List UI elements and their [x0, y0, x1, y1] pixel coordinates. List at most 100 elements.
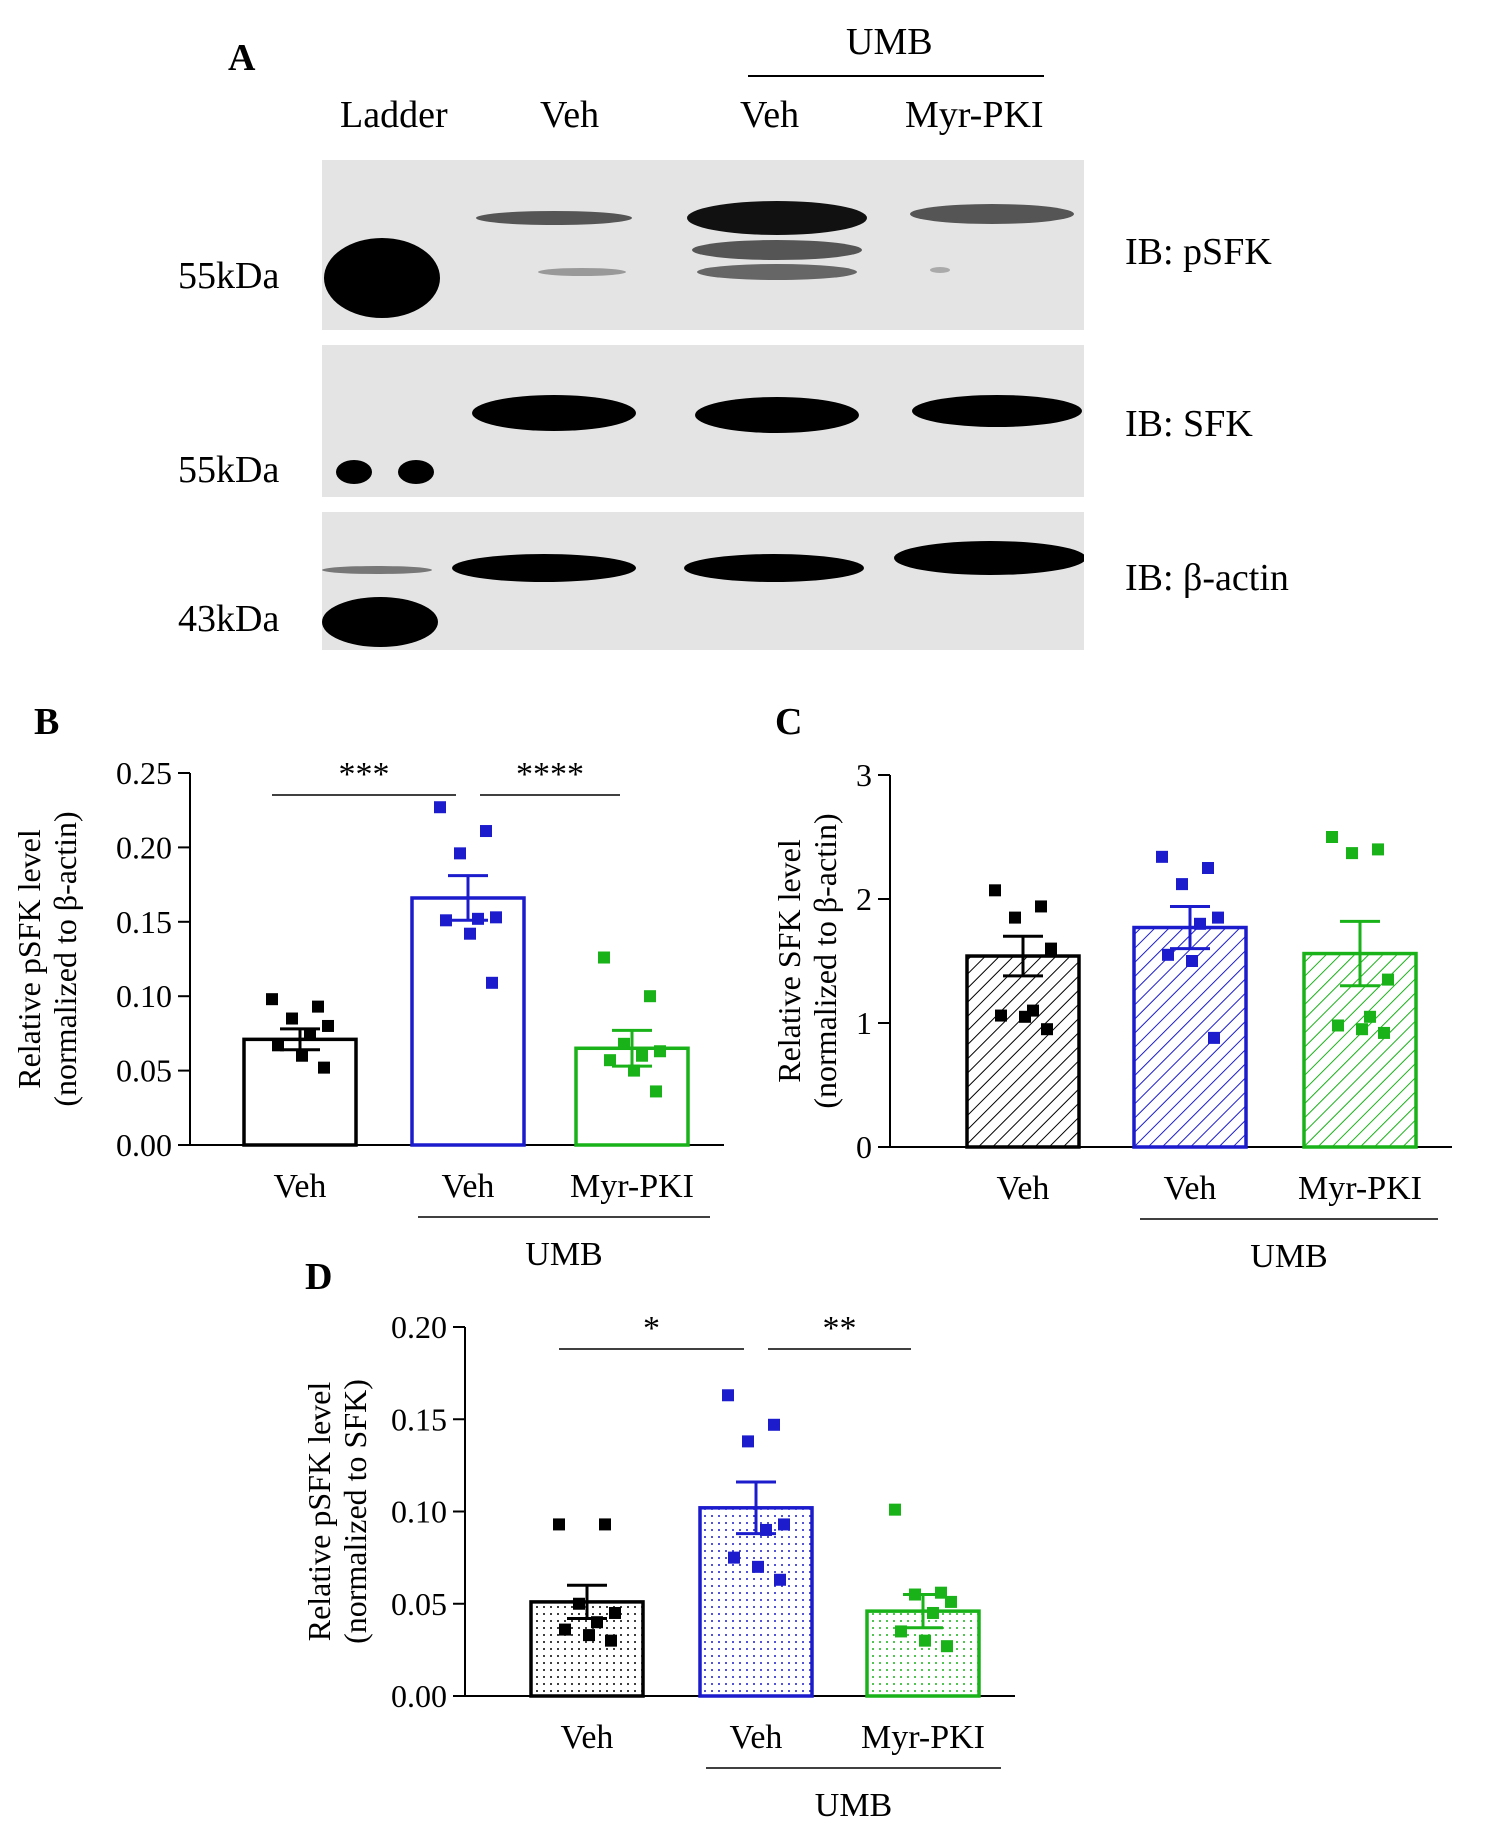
data-point-1: [728, 1551, 740, 1564]
wb-ladder-band: [322, 597, 438, 647]
wb-band: [894, 541, 1086, 575]
data-point-0: [599, 1518, 611, 1531]
wb-strip-sfk: [322, 345, 1084, 497]
panel-a-letter: A: [228, 37, 256, 79]
y-tick-label: 0: [856, 1129, 872, 1165]
data-point-2: [895, 1625, 907, 1638]
data-point-1: [1156, 850, 1168, 863]
data-point-1: [774, 1573, 786, 1586]
wb-band: [472, 395, 636, 431]
chart-c: 0 1 2 3 Relative SFK level (normalized to β-a…: [771, 757, 1452, 1275]
wb-band: [687, 201, 867, 235]
data-point-2: [644, 990, 656, 1003]
data-point-1: [454, 847, 466, 860]
data-point-2: [598, 951, 610, 964]
bar-0: [965, 954, 1081, 1149]
wb-band: [695, 397, 859, 433]
data-point-1: [768, 1418, 780, 1431]
data-point-2: [650, 1085, 662, 1098]
data-point-0: [989, 884, 1001, 897]
wb-band: [452, 554, 636, 582]
data-point-2: [927, 1606, 939, 1619]
x-tick-label-2: Myr-PKI: [861, 1719, 985, 1756]
wb-strip-actin: [322, 512, 1086, 650]
chart-b: 0.00 0.05 0.10 0.15 0.20 0.25 Relative pSFK le…: [11, 755, 724, 1273]
wb-band: [684, 554, 864, 582]
data-point-1: [1194, 917, 1206, 930]
data-point-2: [945, 1595, 957, 1608]
data-point-2: [654, 1045, 666, 1058]
data-point-0: [296, 1049, 308, 1062]
y-tick-label: 0.15: [116, 904, 172, 940]
data-point-2: [919, 1634, 931, 1647]
significance-label: **: [823, 1310, 857, 1347]
group-label: UMB: [815, 1787, 892, 1824]
data-point-1: [472, 912, 484, 925]
data-point-1: [760, 1523, 772, 1536]
data-point-0: [1009, 911, 1021, 924]
y-tick-label: 0.15: [391, 1401, 447, 1437]
data-point-1: [742, 1435, 754, 1448]
wb-strip-actin-bands: [322, 541, 1086, 647]
data-point-0: [272, 1039, 284, 1052]
wb-ladder-band: [336, 460, 372, 484]
data-point-0: [559, 1623, 571, 1636]
wb-group-label: UMB: [846, 21, 933, 63]
data-point-1: [1208, 1031, 1220, 1044]
y-tick-label: 0.00: [391, 1678, 447, 1714]
data-point-2: [1382, 973, 1394, 986]
data-point-1: [440, 914, 452, 927]
data-point-2: [604, 1054, 616, 1067]
data-point-0: [304, 1028, 316, 1041]
wb-band: [697, 264, 857, 280]
data-point-0: [609, 1606, 621, 1619]
data-point-0: [1041, 1023, 1053, 1036]
x-tick-label-0: Veh: [561, 1719, 614, 1756]
x-tick-label-0: Veh: [997, 1170, 1050, 1207]
y-tick-label: 3: [856, 757, 872, 793]
data-point-0: [605, 1634, 617, 1647]
data-point-2: [909, 1588, 921, 1601]
wb-band: [910, 204, 1074, 224]
x-tick-label-2: Myr-PKI: [570, 1168, 694, 1205]
y-axis-label-line1: Relative pSFK level: [11, 829, 47, 1089]
data-point-1: [1186, 955, 1198, 967]
data-point-2: [1332, 1019, 1344, 1032]
data-point-1: [778, 1518, 790, 1531]
y-tick-label: 1: [856, 1005, 872, 1041]
wb-marker-2: 55kDa: [178, 449, 280, 491]
data-point-0: [312, 1000, 324, 1013]
data-point-2: [941, 1640, 953, 1653]
wb-strip-label-actin: IB: β-actin: [1125, 557, 1289, 599]
data-point-1: [486, 976, 498, 989]
chart-d: 0.00 0.05 0.10 0.15 0.20 Relative pSFK level(…: [301, 1309, 1015, 1824]
y-tick-label: 0.05: [116, 1053, 172, 1089]
data-point-1: [722, 1389, 734, 1402]
data-point-1: [1162, 948, 1174, 961]
wb-band: [930, 267, 950, 273]
data-point-1: [490, 911, 502, 924]
data-point-0: [286, 1012, 298, 1025]
y-axis-label-line1: Relative SFK level: [771, 839, 807, 1083]
data-point-2: [618, 1037, 630, 1050]
wb-strip-label-psfk: IB: pSFK: [1125, 231, 1272, 273]
data-point-1: [1212, 911, 1224, 924]
data-point-0: [573, 1597, 585, 1610]
panel-b-letter: B: [34, 701, 60, 743]
y-axis-label-line2: (normalized to β-actin): [807, 813, 843, 1108]
wb-strip-sfk-bands: [336, 395, 1082, 484]
bar-1: [698, 1506, 814, 1698]
data-point-0: [1035, 900, 1047, 913]
wb-band: [538, 268, 626, 276]
x-tick-label-1: Veh: [442, 1168, 495, 1205]
wb-lane-label-veh: Veh: [540, 94, 600, 136]
wb-ladder-band: [398, 460, 434, 484]
y-tick-label: 0.20: [116, 829, 172, 865]
y-tick-label: 0.00: [116, 1127, 172, 1163]
data-point-1: [464, 927, 476, 940]
wb-lane-label-ladder: Ladder: [340, 94, 448, 136]
y-tick-label: 0.10: [116, 978, 172, 1014]
data-point-0: [318, 1061, 330, 1074]
data-point-2: [1346, 847, 1358, 860]
data-point-1: [752, 1560, 764, 1573]
